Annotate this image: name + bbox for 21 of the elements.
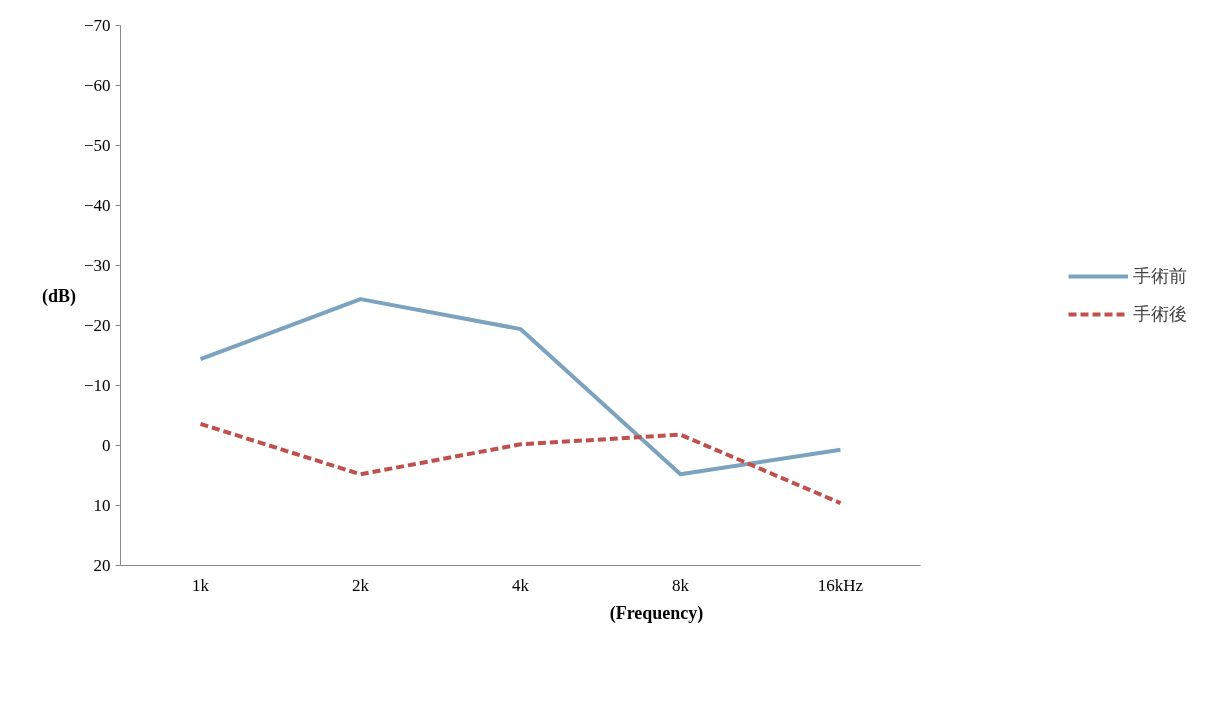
legend-label: 手術後: [1133, 303, 1187, 326]
y-tick-label: −10: [83, 376, 111, 395]
y-tick-label: −30: [83, 256, 111, 275]
x-tick-label: 16kHz: [817, 575, 864, 595]
y-tick-label: −50: [83, 136, 111, 155]
x-tick-label: 4k: [512, 575, 530, 595]
y-tick-label: −20: [83, 316, 111, 335]
y-tick-label: −70: [83, 16, 111, 35]
legend-label: 手術前: [1133, 265, 1187, 288]
y-tick-label: 10: [93, 496, 111, 515]
line-series: [198, 421, 843, 506]
y-axis-title: (dB): [41, 285, 76, 307]
y-tick-label: 20: [93, 556, 111, 575]
x-tick-label: 2k: [352, 575, 370, 595]
x-tick-label: 8k: [672, 575, 690, 595]
x-tick-label: 1k: [192, 575, 210, 595]
y-tick-label: −40: [83, 196, 111, 215]
y-tick-label: −60: [83, 76, 111, 95]
y-tick-label: 0: [102, 436, 111, 455]
x-axis-title: (Frequency): [609, 602, 704, 624]
line-series: [198, 297, 843, 477]
